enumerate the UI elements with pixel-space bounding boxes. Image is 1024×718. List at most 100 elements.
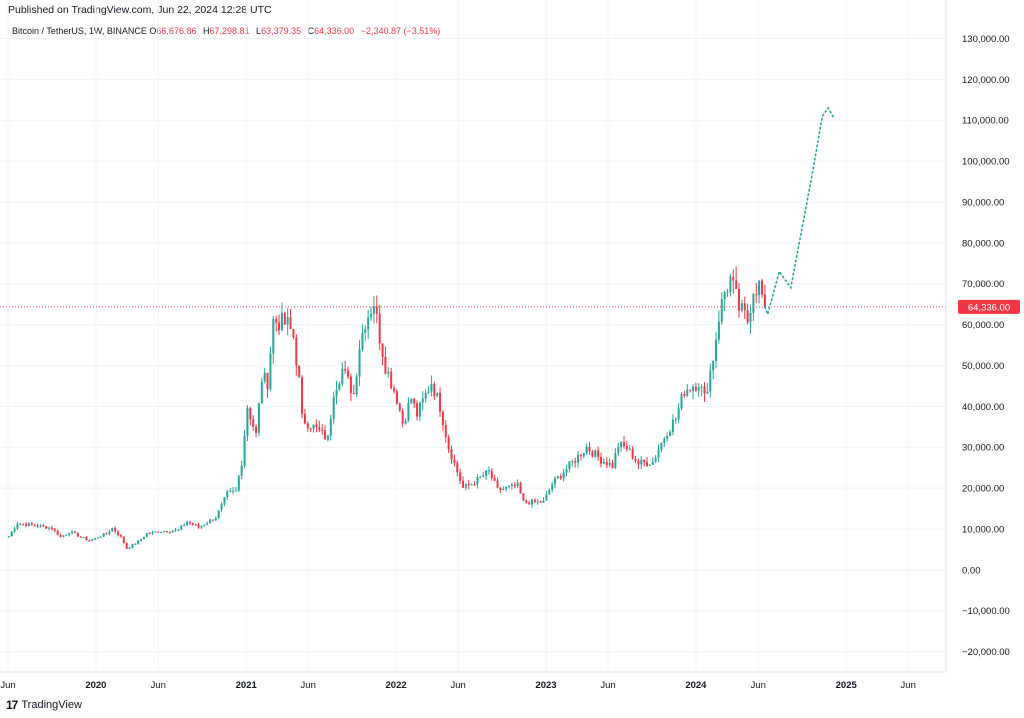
x-tick-label: Jun	[600, 680, 615, 691]
candle-body	[335, 389, 338, 397]
candle-body	[234, 490, 237, 492]
candle-body	[119, 535, 122, 537]
candle-body	[91, 539, 94, 541]
chart-grid	[0, 0, 946, 672]
candle-body	[715, 339, 718, 362]
low-label: L	[256, 26, 262, 36]
candle-body	[142, 536, 145, 539]
candle-body	[22, 523, 25, 525]
high-label: H	[202, 26, 210, 36]
candle-body	[332, 396, 335, 419]
candle-body	[62, 535, 65, 537]
candle-body	[602, 461, 605, 464]
candle-body	[128, 547, 131, 549]
candle-body	[188, 521, 191, 524]
candle-body	[65, 534, 68, 536]
candle-body	[660, 442, 663, 451]
last-price-badge	[958, 299, 1020, 314]
candle-body	[390, 371, 393, 389]
candle-body	[723, 292, 726, 300]
candle-body	[223, 497, 226, 504]
candle-body	[669, 431, 672, 437]
candle-body	[574, 461, 577, 463]
candle-body	[467, 484, 470, 486]
candle-body	[134, 543, 137, 545]
candle-body	[433, 383, 436, 397]
candle-body	[735, 280, 738, 289]
candle-body	[600, 456, 603, 464]
projection-layer	[764, 106, 835, 317]
candle-body	[522, 493, 525, 501]
candle-body	[482, 475, 485, 477]
candle-body	[611, 462, 614, 468]
candle-body	[214, 518, 217, 521]
candle-body	[720, 299, 723, 322]
candle-body	[114, 527, 117, 532]
candle-body	[459, 472, 462, 481]
candle-body	[712, 361, 715, 371]
candle-body	[416, 403, 419, 417]
candle-body	[562, 472, 565, 479]
candle-body	[326, 435, 329, 440]
candle-body	[439, 392, 442, 412]
candle-body	[746, 310, 749, 323]
candle-body	[623, 442, 626, 447]
candle-body	[137, 540, 140, 544]
y-tick-label: 50,000.00	[962, 361, 1004, 372]
candle-body	[183, 525, 186, 527]
candle-body	[476, 477, 479, 485]
candle-body	[140, 538, 143, 541]
candle-body	[25, 524, 28, 526]
candle-body	[447, 436, 450, 450]
candle-body	[404, 420, 407, 424]
symbol-legend: Bitcoin / TetherUS, 1W, BINANCE O66,676.…	[12, 26, 440, 36]
candle-body	[674, 419, 677, 421]
candle-body	[73, 531, 76, 534]
candle-body	[752, 294, 755, 313]
candle-body	[237, 476, 240, 491]
candle-body	[168, 531, 171, 533]
candle-body	[628, 448, 631, 450]
candle-body	[631, 448, 634, 459]
candle-body	[683, 394, 686, 396]
candle-body	[462, 480, 465, 488]
candle-body	[545, 494, 548, 501]
candle-body	[361, 332, 364, 349]
x-tick-label: Jun	[751, 680, 766, 691]
candle-body	[381, 343, 384, 357]
x-tick-label: 2025	[836, 680, 858, 691]
candle-body	[582, 453, 585, 457]
candle-body	[246, 408, 249, 436]
candle-body	[654, 457, 657, 462]
candle-body	[125, 543, 128, 549]
candle-body	[441, 411, 444, 426]
candle-body	[122, 536, 125, 544]
candle-body	[56, 530, 59, 536]
candle-body	[59, 535, 62, 537]
candle-body	[605, 461, 608, 466]
candle-body	[111, 527, 114, 532]
candle-body	[200, 525, 203, 528]
candle-body	[487, 470, 490, 472]
candle-body	[220, 503, 223, 511]
candle-body	[13, 528, 16, 532]
candle-body	[663, 438, 666, 443]
candle-body	[559, 476, 562, 479]
candle-body	[749, 312, 752, 323]
y-tick-label: 110,000.00	[962, 116, 1009, 127]
candle-body	[608, 462, 611, 466]
candle-body	[45, 526, 48, 529]
candle-body	[634, 458, 637, 462]
candle-body	[703, 386, 706, 394]
candle-body	[490, 470, 493, 479]
candle-body	[68, 533, 71, 535]
candle-body	[71, 531, 74, 534]
candle-body	[197, 524, 200, 528]
close-value: 64,336.00	[314, 26, 355, 36]
candle-body	[338, 383, 341, 390]
candle-body	[105, 533, 108, 535]
candle-body	[42, 525, 45, 527]
candle-body	[666, 436, 669, 439]
candle-body	[272, 318, 275, 354]
